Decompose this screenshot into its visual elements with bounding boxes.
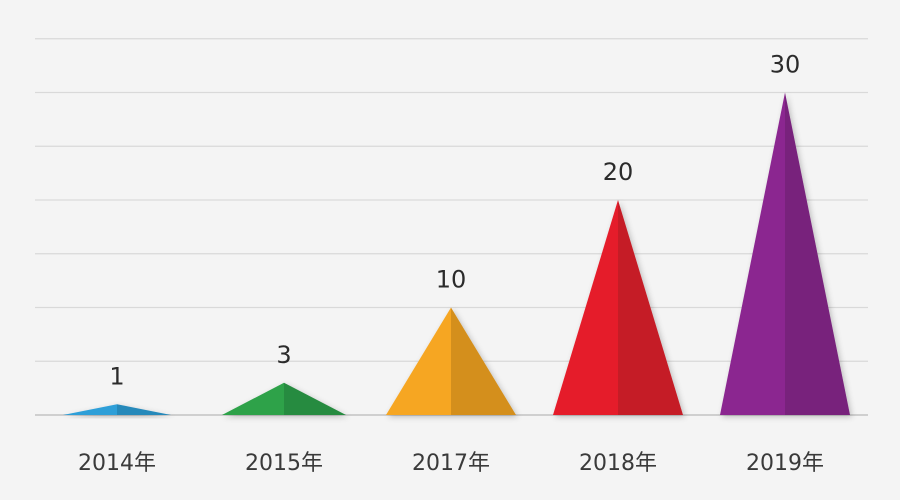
bar-2015年 [222,382,346,415]
data-label: 30 [770,51,801,79]
bar-2017年 [386,307,516,415]
data-label: 3 [276,341,291,369]
triangle-bar-left-face [222,382,284,415]
triangle-bar-left-face [63,404,117,415]
triangle-bar-right-face [451,307,516,415]
triangle-bar-right-face [284,382,346,415]
bar-2014年 [63,404,171,415]
chart-marks [63,92,850,415]
triangle-bar-left-face [553,200,618,415]
x-tick-label: 2019年 [746,451,824,476]
triangle-bar-right-face [618,200,683,415]
bar-2018年 [553,200,683,415]
x-tick-label: 2014年 [78,451,156,476]
data-label: 10 [436,266,467,294]
triangle-bar-left-face [720,92,785,415]
triangle-bar-right-face [117,404,171,415]
triangle-bar-right-face [785,92,850,415]
x-tick-label: 2015年 [245,451,323,476]
chart-labels: 1 2014年 3 2015年 10 2017年 20 2018年 30 2019年 [78,51,824,477]
triangle-bar-left-face [386,307,451,415]
bar-2019年 [720,92,850,415]
data-label: 1 [109,362,124,390]
gridlines [35,38,868,416]
x-tick-label: 2017年 [412,451,490,476]
data-label: 20 [603,158,634,186]
x-tick-label: 2018年 [579,451,657,476]
